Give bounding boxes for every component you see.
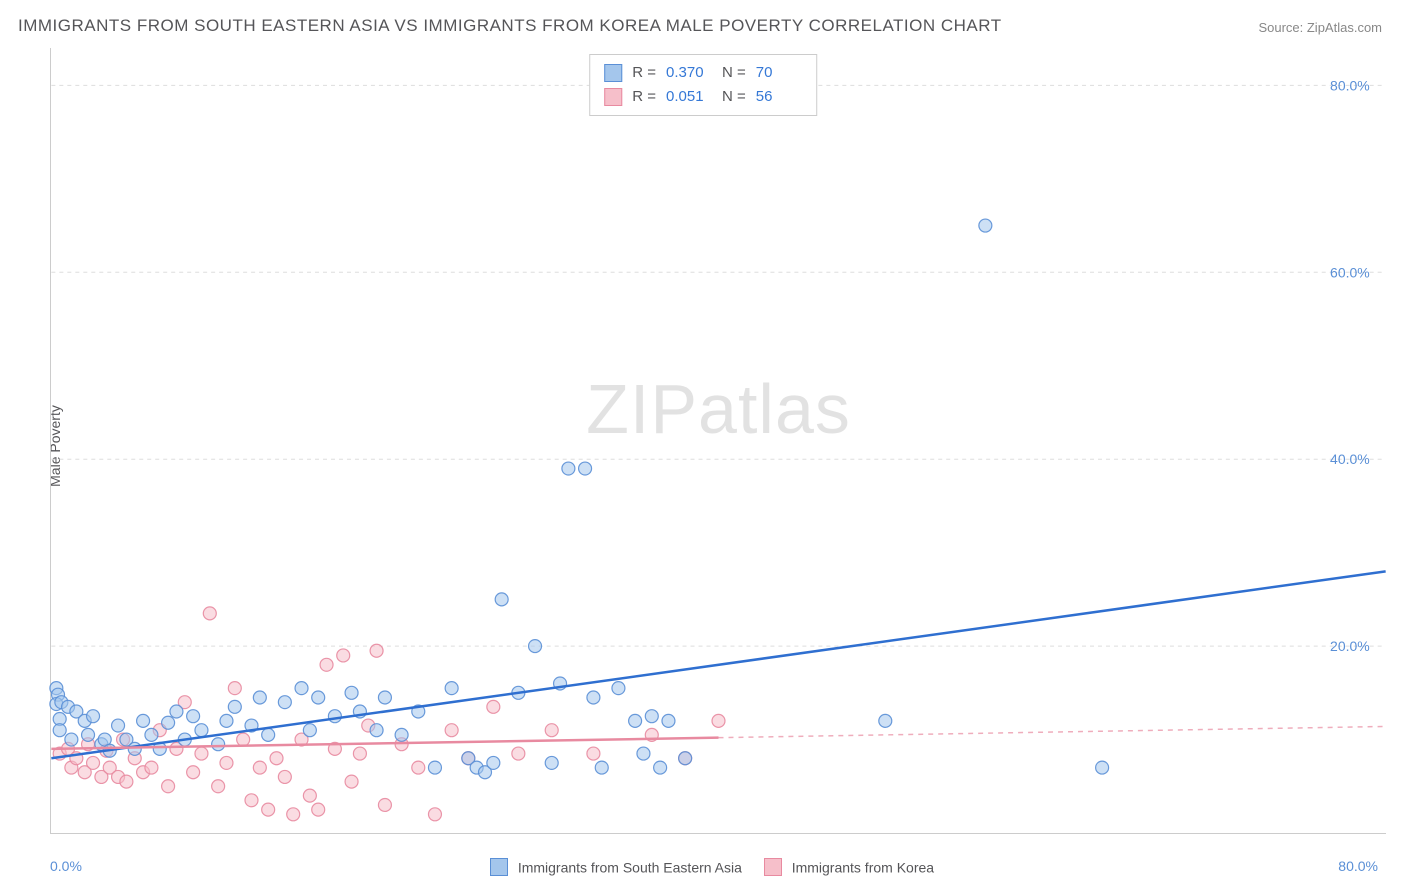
svg-text:40.0%: 40.0% (1330, 451, 1370, 467)
stats-R-label: R = (632, 61, 656, 85)
chart-svg: 20.0% 40.0% 60.0% 80.0% (51, 48, 1386, 833)
stats-row-sea: R = 0.370 N = 70 (604, 61, 802, 85)
stats-row-korea: R = 0.051 N = 56 (604, 85, 802, 109)
legend-swatch-korea-icon (764, 858, 782, 876)
stats-korea-N: 56 (756, 85, 802, 109)
svg-text:60.0%: 60.0% (1330, 264, 1370, 280)
stats-sea-N: 70 (756, 61, 802, 85)
swatch-sea-icon (604, 64, 622, 82)
stats-sea-R: 0.370 (666, 61, 712, 85)
swatch-korea-icon (604, 88, 622, 106)
svg-text:20.0%: 20.0% (1330, 638, 1370, 654)
stats-N-label: N = (722, 61, 746, 85)
legend-swatch-sea-icon (490, 858, 508, 876)
bottom-legend: Immigrants from South Eastern Asia Immig… (0, 858, 1406, 876)
legend-label-korea: Immigrants from Korea (792, 859, 934, 875)
source-attribution: Source: ZipAtlas.com (1258, 20, 1382, 35)
stats-N-label-2: N = (722, 85, 746, 109)
x-axis-min-label: 0.0% (50, 858, 82, 874)
stats-korea-R: 0.051 (666, 85, 712, 109)
legend-label-sea: Immigrants from South Eastern Asia (518, 859, 742, 875)
svg-text:80.0%: 80.0% (1330, 77, 1370, 93)
stats-legend-box: R = 0.370 N = 70 R = 0.051 N = 56 (589, 54, 817, 116)
plot-area: ZIPatlas 20.0%40.0%60.0%80.0% (50, 48, 1386, 834)
stats-R-label-2: R = (632, 85, 656, 109)
x-axis-max-label: 80.0% (1338, 858, 1378, 874)
chart-title: IMMIGRANTS FROM SOUTH EASTERN ASIA VS IM… (18, 16, 1002, 36)
